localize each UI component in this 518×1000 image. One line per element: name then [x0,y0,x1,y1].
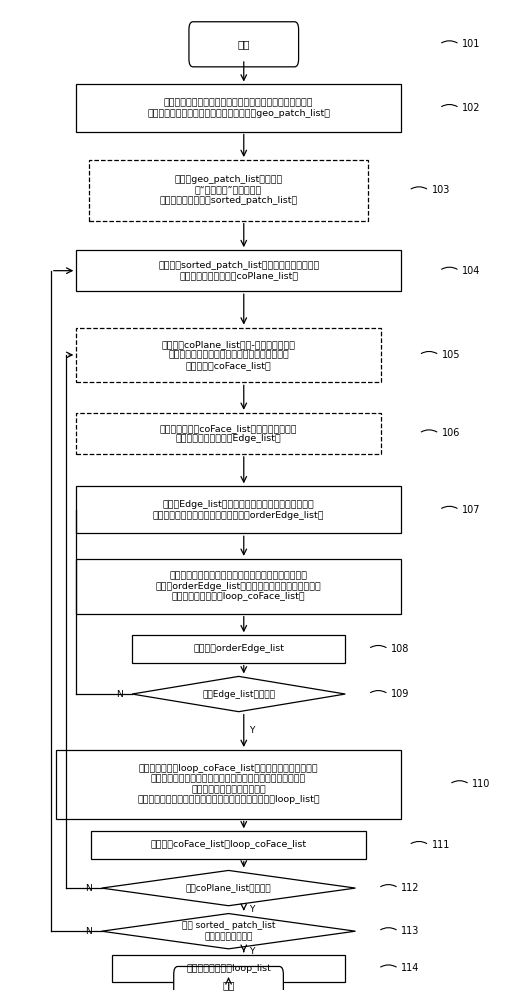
Polygon shape [132,676,346,712]
Text: 104: 104 [462,266,480,276]
Bar [76,84,401,132]
Text: 输出模型环总链表loop_list: 输出模型环总链表loop_list [186,964,271,973]
Text: 链表Edge_list是否为空: 链表Edge_list是否为空 [202,690,275,699]
Text: 114: 114 [401,963,420,973]
Bar [76,328,381,382]
Text: 开始: 开始 [238,39,250,49]
Bar [76,250,401,291]
Text: 链表coPlane_list是否为空: 链表coPlane_list是否为空 [186,884,271,893]
Text: 107: 107 [462,505,481,515]
Text: N: N [85,927,92,936]
Text: 110: 110 [472,779,491,789]
Text: 链表 sorted_ patch_list
中的面片是否遗历完: 链表 sorted_ patch_list 中的面片是否遗历完 [182,922,275,941]
Text: 遗历表面环链表loop_coFace_list，求各环的轴向包围盒，
具有一个环或具有最大包围盒的环即为外环，并做外环标记，
其他环为内环并做内环标记，
将做标: 遗历表面环链表loop_coFace_list，求各环的轴向包围盒， 具有一个环… [137,764,320,804]
Text: 将链表geo_patch_list中的面片
按“共面同向”条件分类，
做好标记后存入链表sorted_patch_list中: 将链表geo_patch_list中的面片 按“共面同向”条件分类， 做好标记后… [160,175,298,205]
FancyBboxPatch shape [174,966,283,1000]
Text: 结束: 结束 [222,980,235,990]
Text: 将链表Edge_list中具有公共端点的边界边按顺序首尾
相接连成单环，单环的所有边存入链表orderEdge_list中: 将链表Edge_list中具有公共端点的边界边按顺序首尾 相接连成单环，单环的所… [153,500,324,520]
Text: Y: Y [249,726,254,735]
Text: 搜索链表coPlane_list中边-边邻接的面片，
找到可以组成模型的一个完整表面的所有面片，
并存入链表coFace_list中: 搜索链表coPlane_list中边-边邻接的面片， 找到可以组成模型的一个完整… [162,340,296,370]
Text: 清空链表coFace_list、loop_coFace_list: 清空链表coFace_list、loop_coFace_list [151,840,307,849]
Text: N: N [116,690,123,699]
Text: 108: 108 [391,644,409,654]
Text: Y: Y [249,905,254,914]
Text: 103: 103 [431,185,450,195]
Text: 109: 109 [391,689,409,699]
Bar [92,831,366,859]
Text: 识别并提取链表coFace_list中面片的边界边，
并将其存入边界边链表Edge_list中: 识别并提取链表coFace_list中面片的边界边， 并将其存入边界边链表Edg… [160,424,297,443]
Text: N: N [85,884,92,893]
Polygon shape [102,870,355,906]
Text: 106: 106 [442,428,460,438]
Text: 112: 112 [401,883,420,893]
Text: Y: Y [249,947,254,956]
Text: 遗历链表sorted_patch_list，将位于一个平面上的
共面同向面片存入链表coPlane_list中: 遗历链表sorted_patch_list，将位于一个平面上的 共面同向面片存入… [158,261,319,280]
Text: 打开由点序为逆时针方向的三角形、四边形面片包络的网格
模型文件，并将文件中的面片信息存入链表geo_patch_list中: 打开由点序为逆时针方向的三角形、四边形面片包络的网格 模型文件，并将文件中的面片… [147,98,330,118]
Text: 105: 105 [442,350,461,360]
Bar [76,413,381,454]
Text: 111: 111 [431,840,450,850]
Bar [89,160,368,221]
FancyBboxPatch shape [189,22,298,67]
Polygon shape [102,914,355,949]
Text: 113: 113 [401,926,420,936]
Text: 按不共线的相邻两边的公共点即为环的顶点这一原则，
从链表orderEdge_list中提取环顶点，将以点序表示的
单环存入表面环链表loop_coFace_li: 按不共线的相邻两边的公共点即为环的顶点这一原则， 从链表orderEdge_li… [156,571,322,601]
Text: 102: 102 [462,103,481,113]
Bar [112,955,346,982]
Bar [56,750,401,818]
Bar [76,559,401,614]
Text: 101: 101 [462,39,480,49]
Bar [76,486,401,533]
Bar [132,635,346,663]
Text: 清空链表orderEdge_list: 清空链表orderEdge_list [193,644,284,653]
